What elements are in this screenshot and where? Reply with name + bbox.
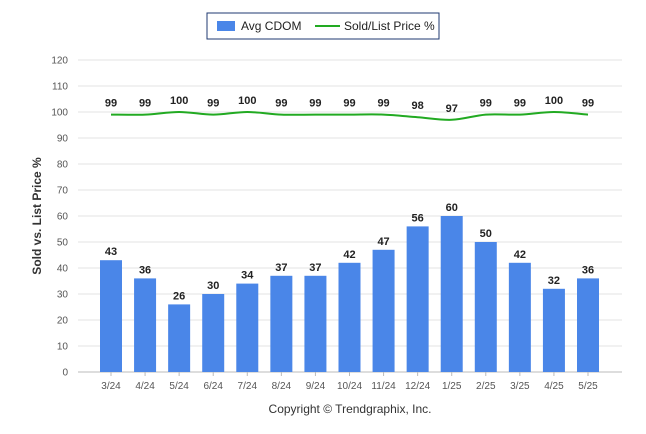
line-value-label: 99: [582, 98, 594, 110]
y-tick-label: 0: [62, 368, 68, 379]
legend-swatch-bar: [217, 21, 235, 31]
bar-value-label: 36: [139, 264, 151, 276]
x-axis-ticks: 3/24 4/24 5/24 6/24 7/24 8/24 9/24 10/24 11/24 12…: [101, 372, 598, 392]
bar-value-label: 47: [377, 236, 389, 248]
y-tick-label: 100: [51, 108, 68, 119]
x-tick-label: 10/24: [337, 381, 362, 392]
bar-value-label: 36: [582, 264, 594, 276]
x-tick-label: 3/24: [101, 381, 121, 392]
legend-label-bar: Avg CDOM: [241, 19, 301, 33]
bar: [406, 226, 429, 372]
bar-value-label: 42: [514, 249, 526, 261]
y-tick-label: 70: [57, 186, 69, 197]
y-tick-label: 90: [57, 134, 69, 145]
copyright-text: Copyright © Trendgraphix, Inc.: [269, 402, 432, 416]
bar: [474, 242, 497, 372]
bar: [236, 283, 259, 372]
legend: Avg CDOM Sold/List Price %: [206, 12, 440, 40]
line-value-label: 98: [412, 100, 424, 112]
bar-value-label: 50: [480, 228, 492, 240]
line-series: [110, 110, 589, 121]
y-tick-label: 80: [57, 160, 69, 171]
line-value-label: 97: [446, 103, 458, 115]
x-tick-label: 5/24: [169, 381, 189, 392]
bar-value-label: 42: [343, 249, 355, 261]
x-tick-label: 9/24: [306, 381, 326, 392]
line-value-label: 99: [480, 98, 492, 110]
y-tick-label: 110: [52, 82, 68, 93]
bar: [168, 304, 191, 372]
line-value-label: 99: [139, 98, 151, 110]
bar-series: [100, 216, 599, 372]
line-value-label: 99: [275, 98, 287, 110]
bar-value-label: 26: [173, 290, 185, 302]
bar: [100, 260, 122, 372]
bar-value-label: 56: [412, 212, 424, 224]
bar: [134, 278, 157, 372]
legend-label-line: Sold/List Price %: [344, 19, 435, 33]
bar-value-label: 37: [275, 262, 287, 274]
x-tick-label: 11/24: [371, 381, 396, 392]
line-value-label: 99: [377, 98, 389, 110]
y-axis-label: Sold vs. List Price %: [30, 157, 44, 275]
y-tick-label: 30: [57, 290, 69, 301]
bar-value-label: 34: [241, 270, 254, 282]
x-tick-label: 1/25: [442, 381, 462, 392]
line-path: [110, 110, 589, 121]
bar-data-labels: 43 36 26 30 34 37 37 42 47 56 60 50 42 32 36: [105, 202, 594, 302]
bar: [202, 294, 225, 372]
y-tick-label: 50: [57, 238, 69, 249]
x-tick-label: 2/25: [476, 381, 496, 392]
x-tick-label: 7/24: [238, 381, 258, 392]
x-tick-label: 4/25: [544, 381, 564, 392]
line-value-label: 99: [514, 98, 526, 110]
y-tick-label: 20: [57, 316, 69, 327]
y-tick-label: 120: [51, 56, 68, 67]
line-value-label: 100: [238, 95, 256, 107]
bar: [508, 262, 531, 372]
bar-value-label: 30: [207, 280, 219, 292]
line-value-label: 99: [343, 98, 355, 110]
bar: [542, 288, 565, 372]
bar: [270, 275, 293, 372]
bar-value-label: 43: [105, 246, 117, 258]
bar-value-label: 60: [446, 202, 458, 214]
x-tick-label: 6/24: [203, 381, 223, 392]
bar-value-label: 32: [548, 275, 560, 287]
y-axis-ticks: 0 10 20 30 40 50 60 70 80 90 100 110 120: [51, 56, 68, 379]
x-tick-label: 12/24: [405, 381, 430, 392]
y-tick-label: 40: [57, 264, 69, 275]
bar-value-label: 37: [309, 262, 321, 274]
bar: [338, 262, 361, 372]
line-data-labels: 99 99 100 99 100 99 99 99 99 98 97 99 99 100 99: [105, 95, 594, 115]
line-value-label: 99: [309, 98, 321, 110]
y-tick-label: 10: [57, 342, 69, 353]
line-value-label: 100: [545, 95, 563, 107]
line-value-label: 99: [105, 98, 117, 110]
bar: [577, 278, 599, 372]
bar: [440, 216, 463, 372]
x-tick-label: 3/25: [510, 381, 530, 392]
line-value-label: 100: [170, 95, 188, 107]
x-tick-label: 4/24: [135, 381, 155, 392]
line-value-label: 99: [207, 98, 219, 110]
y-tick-label: 60: [57, 212, 69, 223]
bar: [304, 275, 327, 372]
x-tick-label: 5/25: [578, 381, 598, 392]
x-tick-label: 8/24: [272, 381, 292, 392]
bar: [372, 249, 395, 372]
